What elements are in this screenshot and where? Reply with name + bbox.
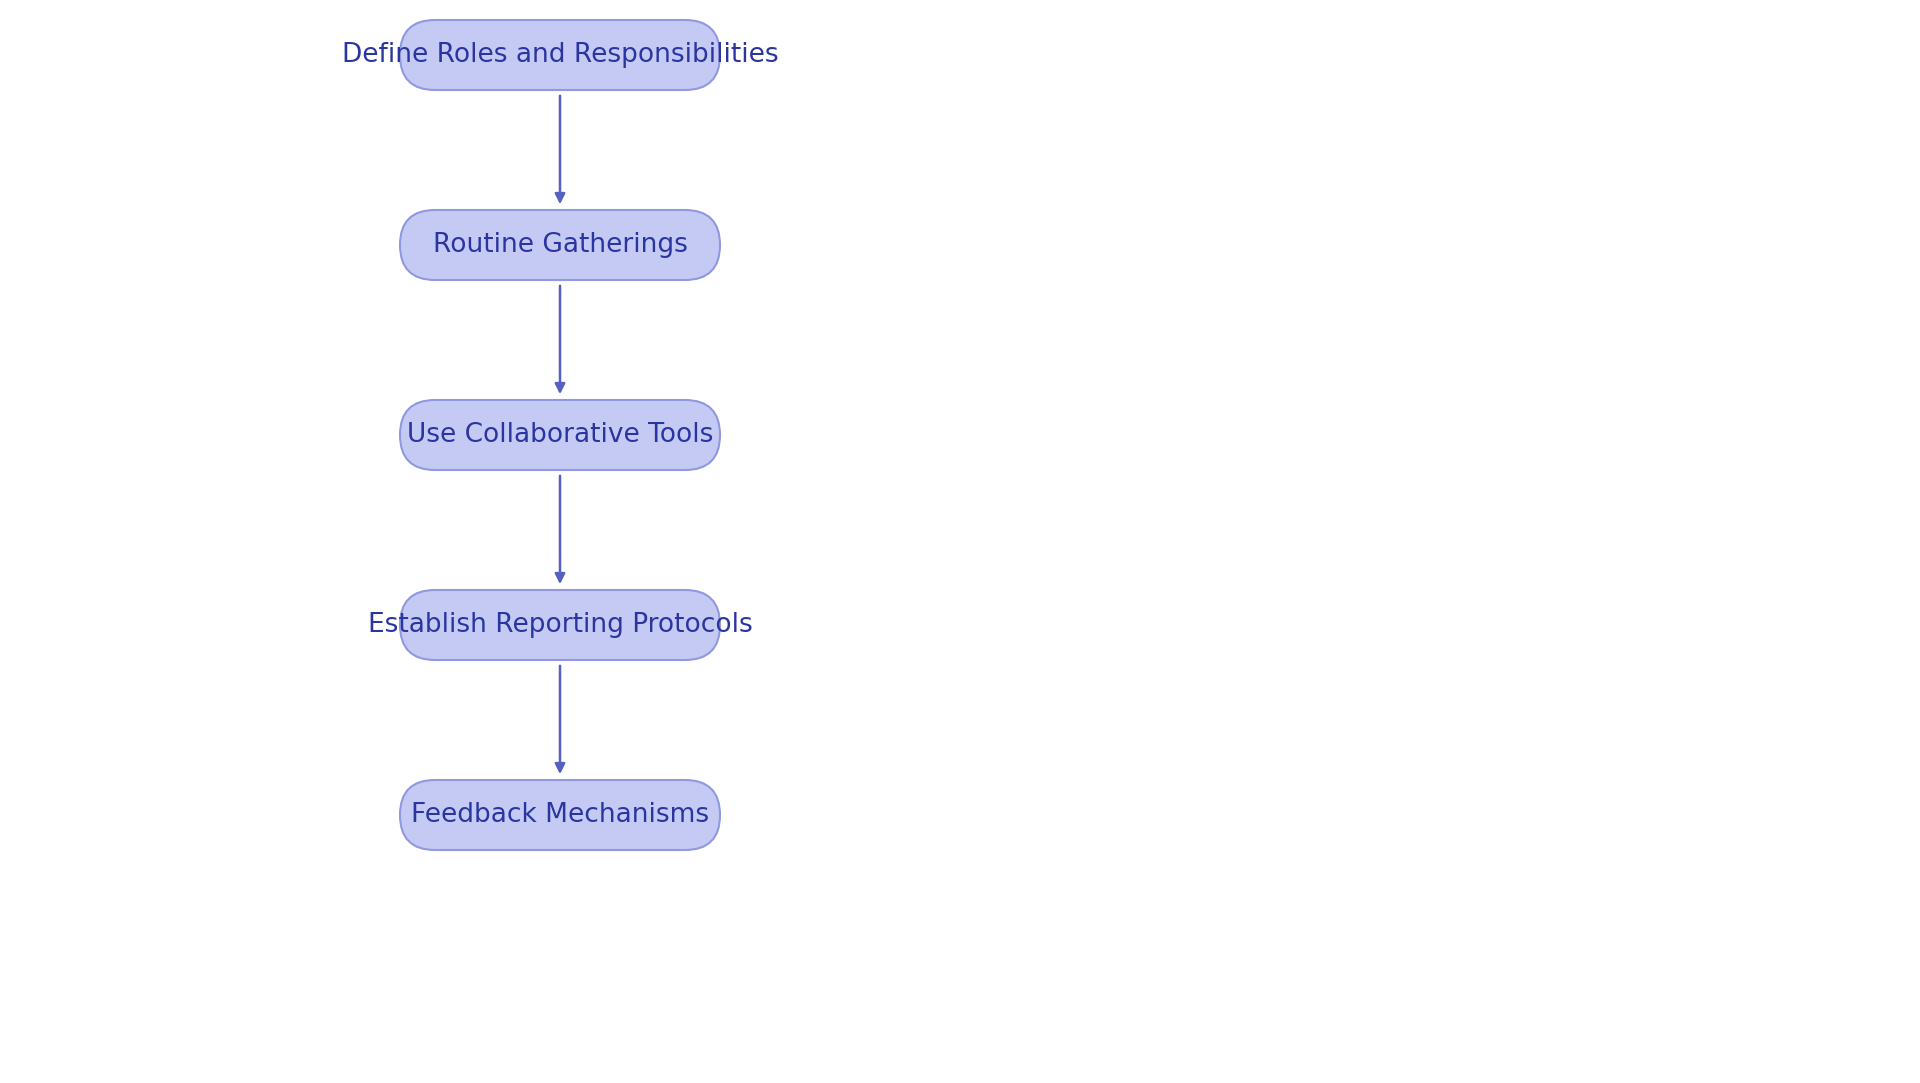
FancyBboxPatch shape	[399, 400, 720, 470]
Text: Routine Gatherings: Routine Gatherings	[432, 232, 687, 258]
FancyBboxPatch shape	[399, 590, 720, 660]
Text: Feedback Mechanisms: Feedback Mechanisms	[411, 803, 708, 828]
Text: Define Roles and Responsibilities: Define Roles and Responsibilities	[342, 42, 778, 68]
FancyBboxPatch shape	[399, 780, 720, 850]
Text: Use Collaborative Tools: Use Collaborative Tools	[407, 422, 712, 448]
FancyBboxPatch shape	[399, 19, 720, 90]
FancyBboxPatch shape	[399, 210, 720, 280]
Text: Establish Reporting Protocols: Establish Reporting Protocols	[367, 612, 753, 638]
